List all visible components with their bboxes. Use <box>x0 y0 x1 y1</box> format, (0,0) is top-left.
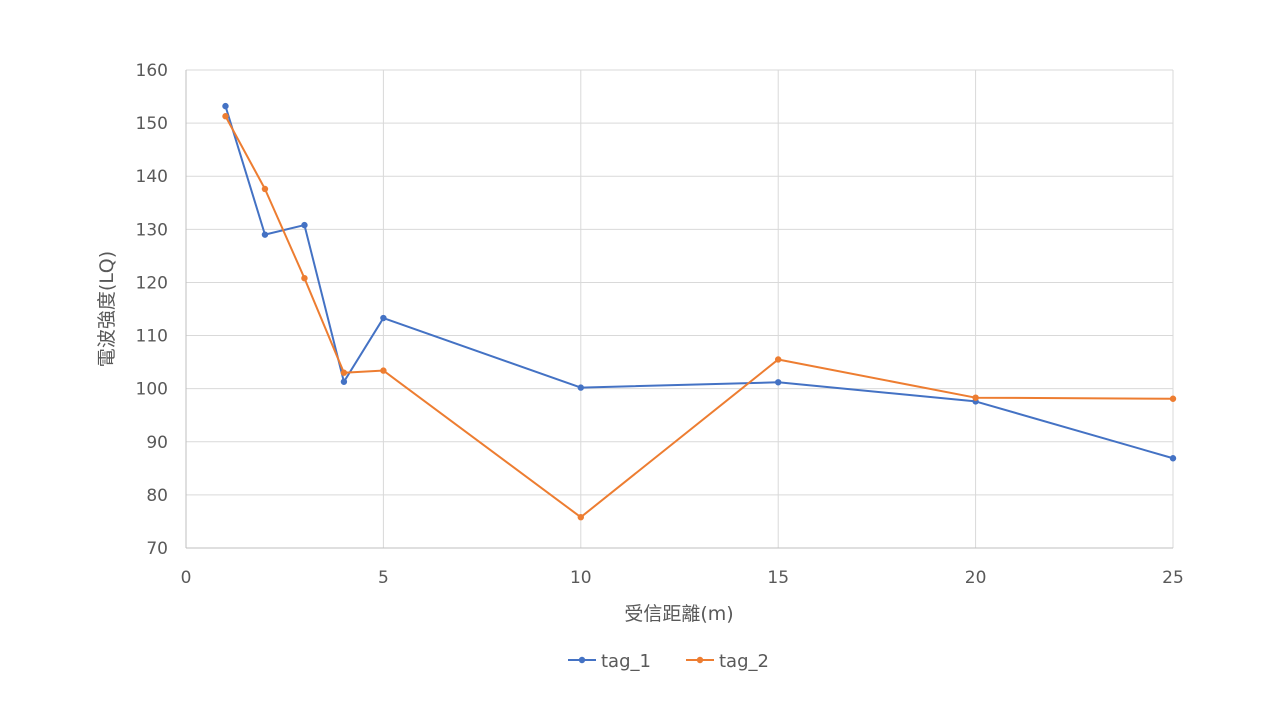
data-point-tag_1 <box>261 231 269 238</box>
data-point-tag_1 <box>380 314 387 322</box>
tick-label-layer: 70 80 90 100 110 120 130 140 150 160 0 5 10 15 20 25 <box>136 61 1184 588</box>
y-tick-label: 120 <box>136 273 168 293</box>
legend-item-tag_2: tag_2 <box>686 651 769 672</box>
y-tick-label: 140 <box>136 167 168 187</box>
legend-item-tag_1: tag_1 <box>568 651 651 672</box>
axis-layer <box>185 70 1173 549</box>
data-point-tag_2 <box>972 394 979 401</box>
series-layer <box>222 102 1177 521</box>
data-point-tag_1 <box>775 379 782 386</box>
data-point-tag_1 <box>340 378 348 385</box>
data-point-tag_2 <box>222 113 229 120</box>
data-point-tag_2 <box>775 356 782 363</box>
x-tick-label: 0 <box>181 568 192 588</box>
y-tick-label: 110 <box>136 327 168 347</box>
data-point-tag_1 <box>222 102 229 110</box>
x-tick-label: 20 <box>965 568 987 588</box>
data-point-tag_2 <box>380 367 387 374</box>
legend-swatch-marker <box>696 656 704 664</box>
series-tag_1 <box>222 102 1177 462</box>
x-tick-label: 15 <box>767 568 789 588</box>
y-tick-label: 90 <box>146 433 168 453</box>
grid-layer <box>186 69 1174 548</box>
data-point-tag_1 <box>301 221 308 229</box>
legend-swatch-marker <box>578 656 586 664</box>
legend-label: tag_1 <box>601 651 651 672</box>
data-point-tag_2 <box>577 513 584 521</box>
data-point-tag_2 <box>261 185 269 193</box>
y-axis-title: 電波強度(LQ) <box>96 251 118 367</box>
series-tag_2 <box>222 113 1177 521</box>
y-tick-label: 70 <box>146 539 168 559</box>
y-tick-label: 80 <box>146 486 168 506</box>
y-tick-label: 160 <box>136 61 168 81</box>
x-tick-label: 25 <box>1162 568 1184 588</box>
data-point-tag_2 <box>340 369 348 376</box>
x-tick-label: 10 <box>570 568 592 588</box>
x-tick-label: 5 <box>378 568 389 588</box>
legend-label: tag_2 <box>719 651 769 672</box>
legend: tag_1 tag_2 <box>568 651 769 672</box>
data-point-tag_1 <box>1169 455 1177 462</box>
x-axis-title: 受信距離(m) <box>624 603 733 625</box>
y-tick-label: 150 <box>136 114 168 134</box>
data-point-tag_2 <box>301 274 308 282</box>
y-tick-label: 130 <box>136 220 168 240</box>
data-point-tag_1 <box>577 384 584 391</box>
data-point-tag_2 <box>1169 395 1177 402</box>
y-tick-label: 100 <box>136 380 168 400</box>
